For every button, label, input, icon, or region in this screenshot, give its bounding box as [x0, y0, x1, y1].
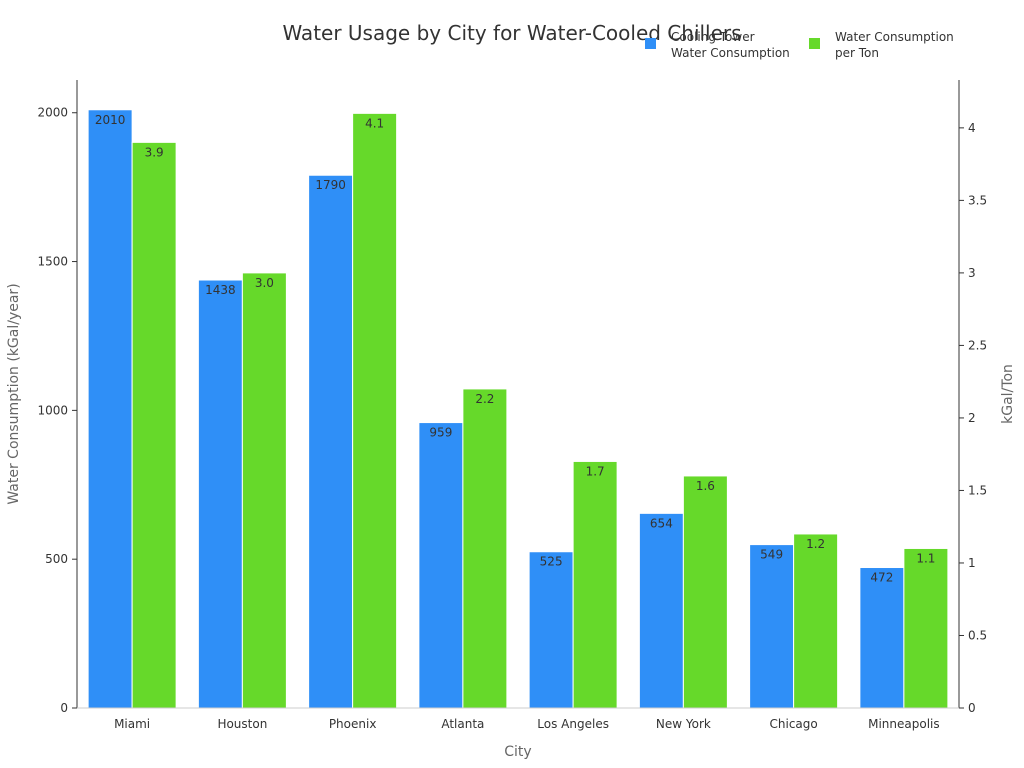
- data-label-cooling-tower-7: 472: [870, 571, 893, 585]
- y-axis-title: Water Consumption (kGal/year): [6, 283, 22, 504]
- legend: Cooling Tower Water Consumption Water Cons…: [645, 30, 954, 60]
- data-label-per-ton-5: 1.6: [696, 479, 715, 493]
- data-label-cooling-tower-2: 1790: [315, 178, 346, 192]
- data-label-cooling-tower-3: 959: [429, 426, 452, 440]
- x-axis-title: City: [504, 744, 531, 760]
- data-label-per-ton-7: 1.1: [916, 551, 935, 565]
- x-tick-label-6: Chicago: [770, 717, 818, 731]
- data-label-per-ton-2: 4.1: [365, 116, 384, 130]
- bar-per-ton-6: [793, 533, 839, 709]
- y2-tick-label-7: 3.5: [968, 193, 987, 207]
- bar-per-ton-0: [131, 141, 177, 709]
- x-tick-label-4: Los Angeles: [537, 717, 609, 731]
- legend-label-per-ton-line-0: Water Consumption: [835, 30, 954, 44]
- legend-label-per-ton-line-1: per Ton: [835, 46, 879, 60]
- data-label-cooling-tower-0: 2010: [95, 113, 126, 127]
- x-tick-label-1: Houston: [217, 717, 267, 731]
- bar-cooling-tower-4: [528, 551, 574, 709]
- bars-layer: [87, 109, 949, 709]
- bar-per-ton-2: [352, 112, 398, 709]
- y-tick-label-3: 1500: [37, 255, 68, 269]
- data-label-per-ton-6: 1.2: [806, 537, 825, 551]
- bar-per-ton-4: [572, 460, 618, 709]
- bar-cooling-tower-7: [859, 567, 905, 709]
- x-tick-label-0: Miami: [114, 717, 150, 731]
- data-label-per-ton-3: 2.2: [475, 392, 494, 406]
- bar-per-ton-5: [682, 475, 728, 709]
- legend-label-cooling-tower-line-0: Cooling Tower: [671, 30, 755, 44]
- legend-swatch-per-ton: [809, 38, 820, 49]
- legend-label-cooling-tower-line-1: Water Consumption: [671, 46, 790, 60]
- legend-swatch-cooling-tower: [645, 38, 656, 49]
- data-label-cooling-tower-5: 654: [650, 516, 673, 530]
- y2-tick-label-3: 1.5: [968, 483, 987, 497]
- x-tick-label-7: Minneapolis: [868, 717, 940, 731]
- bar-cooling-tower-2: [308, 174, 354, 709]
- bar-cooling-tower-1: [197, 279, 243, 709]
- bar-per-ton-3: [462, 388, 508, 709]
- y2-tick-label-1: 0.5: [968, 628, 987, 642]
- data-label-per-ton-0: 3.9: [145, 145, 164, 159]
- y2-tick-label-4: 2: [968, 411, 976, 425]
- y-tick-label-0: 0: [60, 701, 68, 715]
- x-tick-label-3: Atlanta: [441, 717, 484, 731]
- y2-tick-label-2: 1: [968, 556, 976, 570]
- y2-tick-label-5: 2.5: [968, 338, 987, 352]
- data-label-cooling-tower-6: 549: [760, 548, 783, 562]
- y-tick-label-2: 1000: [37, 403, 68, 417]
- data-label-cooling-tower-1: 1438: [205, 283, 236, 297]
- x-tick-label-5: New York: [656, 717, 711, 731]
- bar-cooling-tower-5: [638, 512, 684, 709]
- y2-axis-title: kGal/Ton: [1000, 364, 1016, 424]
- bar-cooling-tower-6: [749, 544, 795, 709]
- y2-tick-label-6: 3: [968, 266, 976, 280]
- bar-per-ton-7: [903, 547, 949, 709]
- data-label-per-ton-4: 1.7: [586, 464, 605, 478]
- bar-cooling-tower-3: [418, 422, 464, 709]
- y2-tick-label-0: 0: [968, 701, 976, 715]
- bar-per-ton-1: [241, 272, 287, 709]
- y2-tick-label-8: 4: [968, 121, 976, 135]
- data-label-per-ton-1: 3.0: [255, 276, 274, 290]
- data-label-cooling-tower-4: 525: [540, 555, 563, 569]
- axes-layer: Miami Houston Phoenix Atlanta Los Angeles New…: [37, 80, 987, 731]
- chart-title: Water Usage by City for Water-Cooled Chi…: [282, 21, 741, 45]
- y-tick-label-1: 500: [45, 552, 68, 566]
- data-labels-layer: 2010 3.9 1438 3.0 1790 4.1 959 2.2 525 1.7 654 1.6 5…: [95, 113, 936, 585]
- bar-cooling-tower-0: [87, 109, 133, 709]
- y-tick-label-4: 2000: [37, 106, 68, 120]
- x-tick-label-2: Phoenix: [329, 717, 377, 731]
